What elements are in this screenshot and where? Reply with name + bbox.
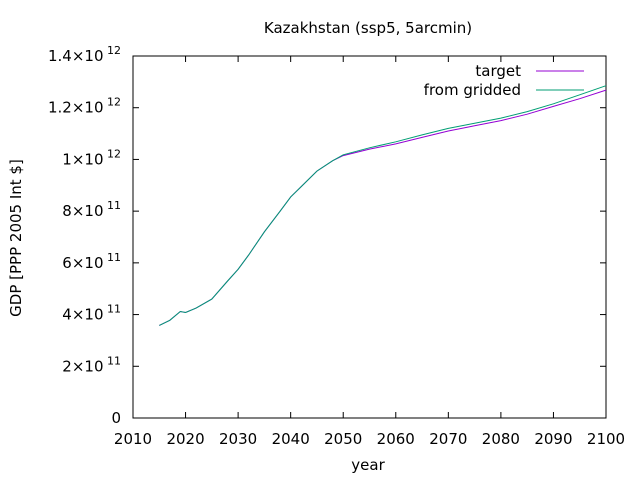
y-tick-mantissa: 8×10	[62, 202, 103, 220]
x-axis: 2010 2020 2030 2040 2050 2060 2070 2080 2090 2100	[114, 56, 625, 448]
x-tick-label: 2100	[587, 430, 625, 448]
y-tick-mantissa: 6×10	[62, 254, 103, 272]
x-tick-label: 2090	[534, 430, 572, 448]
legend-label: from gridded	[424, 81, 521, 99]
y-tick-label: 1×10 12	[62, 147, 121, 168]
y-axis: 02×10 114×10 116×10 118×10 111×10 121.2×…	[48, 44, 606, 427]
y-tick-mantissa: 1.4×10	[48, 47, 104, 65]
x-tick-label: 2080	[482, 430, 520, 448]
series-line	[159, 89, 607, 326]
y-tick-exponent: 11	[104, 251, 122, 264]
y-tick-label: 4×10 11	[62, 303, 121, 324]
y-tick-label: 6×10 11	[62, 251, 121, 272]
y-tick-label: 1.4×10 12	[48, 44, 121, 65]
y-tick-exponent: 11	[104, 199, 122, 212]
y-tick-mantissa: 4×10	[62, 306, 103, 324]
y-tick-mantissa: 1×10	[62, 150, 103, 168]
chart-title: Kazakhstan (ssp5, 5arcmin)	[264, 19, 472, 37]
y-tick-label: 1.2×10 12	[48, 96, 121, 117]
y-tick-mantissa: 1.2×10	[48, 99, 104, 117]
y-tick-exponent: 11	[104, 354, 122, 367]
y-axis-label: GDP [PPP 2005 Int $]	[7, 159, 25, 317]
x-tick-label: 2020	[166, 430, 204, 448]
y-tick-label: 2×10 11	[62, 354, 121, 375]
series-line	[159, 85, 607, 326]
legend-label: target	[475, 62, 521, 80]
y-tick-mantissa: 2×10	[62, 357, 103, 375]
y-tick-exponent: 12	[104, 96, 122, 109]
x-tick-label: 2070	[429, 430, 467, 448]
y-tick-exponent: 12	[104, 147, 122, 160]
y-tick-exponent: 12	[104, 44, 122, 57]
series-lines	[159, 85, 607, 326]
y-tick-label: 8×10 11	[62, 199, 121, 220]
x-tick-label: 2010	[114, 430, 152, 448]
x-tick-label: 2050	[324, 430, 362, 448]
y-tick-label: 0	[111, 409, 121, 427]
x-axis-label: year	[351, 456, 385, 474]
plot-frame	[132, 55, 607, 419]
y-tick-mantissa: 0	[111, 409, 121, 427]
x-tick-label: 2060	[377, 430, 415, 448]
y-tick-exponent: 11	[104, 303, 122, 316]
x-tick-label: 2040	[272, 430, 310, 448]
x-tick-label: 2030	[219, 430, 257, 448]
